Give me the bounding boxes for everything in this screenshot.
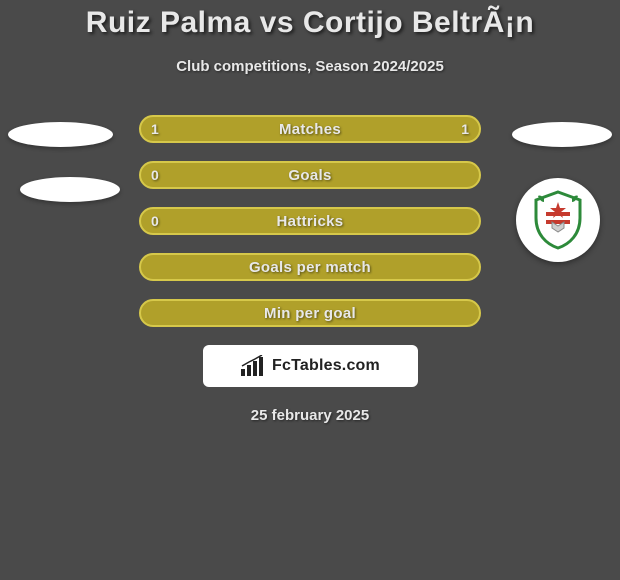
stat-left-value: 0 xyxy=(151,213,159,229)
stat-row-goals-per-match: Goals per match xyxy=(139,253,481,281)
stat-left-value: 0 xyxy=(151,167,159,183)
stat-label: Hattricks xyxy=(277,213,344,230)
stat-left-value: 1 xyxy=(151,121,159,137)
brand-box: FcTables.com xyxy=(203,345,418,387)
page-subtitle: Club competitions, Season 2024/2025 xyxy=(0,58,620,75)
infographic-container: Ruiz Palma vs Cortijo BeltrÃ¡n Club comp… xyxy=(0,0,620,424)
brand-text: FcTables.com xyxy=(272,357,380,375)
stat-row-hattricks: 0 Hattricks xyxy=(139,207,481,235)
stats-block: 1 Matches 1 0 Goals 0 Hattricks Goals pe… xyxy=(0,115,620,327)
stat-row-matches: 1 Matches 1 xyxy=(139,115,481,143)
bar-chart-icon xyxy=(240,355,266,377)
stat-right-value: 1 xyxy=(461,121,469,137)
page-title: Ruiz Palma vs Cortijo BeltrÃ¡n xyxy=(0,6,620,40)
date-label: 25 february 2025 xyxy=(0,407,620,424)
stat-row-goals: 0 Goals xyxy=(139,161,481,189)
stat-label: Min per goal xyxy=(264,305,356,322)
stat-label: Goals xyxy=(288,167,331,184)
stat-label: Matches xyxy=(279,121,341,138)
stat-row-min-per-goal: Min per goal xyxy=(139,299,481,327)
stat-label: Goals per match xyxy=(249,259,371,276)
